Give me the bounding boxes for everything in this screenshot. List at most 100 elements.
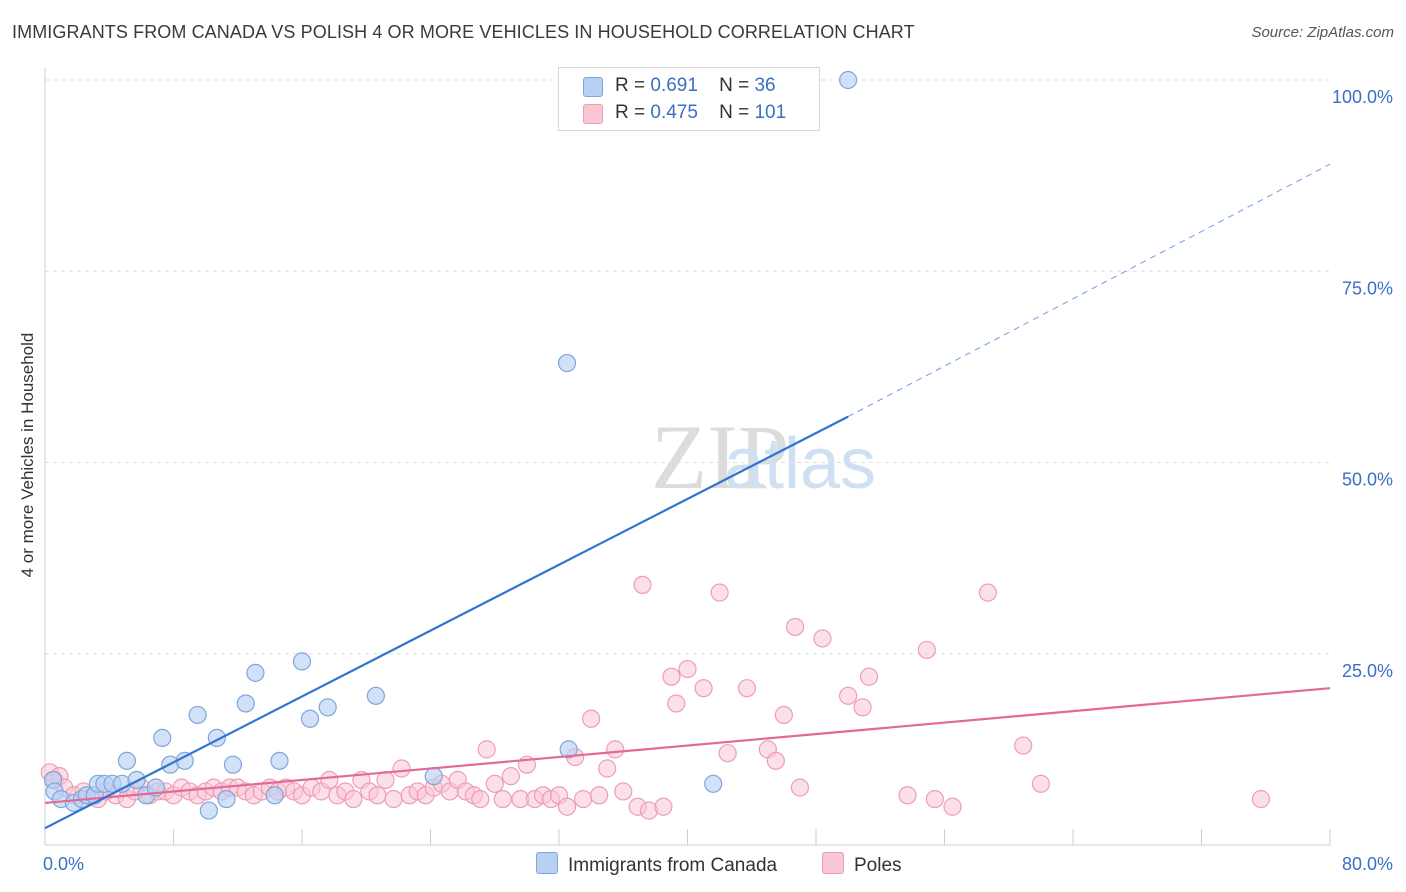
data-point-poles (633, 575, 652, 595)
data-point-canada (292, 652, 312, 671)
data-point-poles (839, 686, 858, 705)
data-point-poles (786, 617, 805, 637)
data-point-canada (265, 786, 284, 805)
chart-title: IMMIGRANTS FROM CANADA VS POLISH 4 OR MO… (12, 22, 915, 42)
bottom-legend-swatch-canada (536, 852, 558, 874)
legend-r-label: R = (615, 102, 646, 123)
data-point-poles (471, 789, 490, 809)
data-point-poles (710, 583, 729, 602)
data-point-poles (392, 759, 411, 778)
data-point-poles (766, 751, 785, 770)
bottom-legend-poles: Poles (822, 852, 902, 877)
data-point-poles (978, 583, 997, 602)
data-point-canada (246, 663, 265, 682)
data-point-poles (774, 705, 793, 725)
data-point-canada (557, 353, 577, 373)
x-tick-label: 80.0% (1342, 854, 1393, 874)
data-point-canada (223, 755, 243, 774)
y-tick-label: 75.0% (1342, 278, 1393, 298)
data-point-canada (704, 774, 723, 793)
data-point-poles (853, 698, 872, 717)
data-point-canada (127, 770, 146, 790)
legend-swatch-poles (583, 104, 603, 124)
data-point-poles (917, 640, 936, 660)
axes (44, 68, 1331, 846)
data-point-poles (737, 679, 757, 698)
grid-lines (45, 79, 1330, 655)
data-point-canada (424, 767, 443, 786)
legend-r-value-poles: 0.475 (650, 102, 698, 123)
trend-lines (44, 163, 1331, 830)
data-point-canada (188, 705, 207, 725)
data-point-poles (654, 797, 673, 816)
data-point-poles (557, 797, 577, 816)
data-point-canada (270, 751, 289, 770)
data-point-poles (662, 667, 681, 686)
data-point-poles (493, 789, 512, 809)
bottom-legend-label-canada: Immigrants from Canada (568, 855, 778, 876)
data-point-canada (559, 740, 578, 759)
data-point-canada (175, 751, 194, 770)
data-point-canada (839, 70, 858, 90)
data-point-poles (368, 786, 387, 805)
data-point-canada (366, 686, 385, 705)
data-point-poles (1014, 736, 1033, 755)
legend-n-label: N = (719, 75, 750, 96)
canada-points (43, 70, 858, 820)
bottom-legend-label-poles: Poles (854, 855, 902, 876)
data-point-poles (667, 694, 686, 713)
data-point-poles (898, 786, 917, 805)
legend-r-value-canada: 0.691 (650, 75, 698, 96)
source-label: Source: ZipAtlas.com (1251, 24, 1394, 41)
data-point-poles (477, 740, 496, 759)
data-point-canada (217, 789, 236, 809)
data-point-poles (790, 778, 810, 797)
y-tick-label: 50.0% (1342, 470, 1393, 490)
watermark-zip: ZIP (651, 406, 789, 508)
legend-r-label: R = (615, 75, 646, 96)
data-point-poles (925, 789, 944, 809)
data-point-poles (694, 679, 713, 698)
data-point-poles (813, 629, 832, 648)
data-point-poles (485, 774, 504, 793)
data-point-poles (573, 789, 593, 809)
trend-line-poles (44, 687, 1331, 805)
trend-line-canada (44, 415, 849, 830)
trend-line-canada-extension (847, 163, 1331, 418)
y-tick-label: 100.0% (1332, 87, 1393, 107)
data-point-canada (117, 751, 137, 770)
x-tick-label: 0.0% (43, 854, 84, 874)
data-point-poles (859, 667, 879, 686)
poles-points (40, 575, 1271, 820)
data-point-poles (590, 786, 609, 805)
data-point-poles (344, 789, 363, 809)
data-point-poles (1251, 789, 1271, 809)
bottom-legend-swatch-poles (822, 852, 844, 874)
y-tick-label: 25.0% (1342, 661, 1393, 681)
data-point-poles (582, 709, 601, 728)
data-point-canada (199, 801, 218, 820)
bottom-legend-canada: Immigrants from Canada (536, 852, 777, 877)
legend-n-value-canada: 36 (754, 75, 776, 96)
data-point-canada (153, 728, 172, 748)
data-point-poles (384, 789, 403, 809)
data-point-poles (606, 740, 625, 759)
data-point-canada (300, 709, 320, 728)
data-point-poles (501, 767, 520, 786)
data-point-poles (718, 744, 737, 763)
correlation-legend: R = 0.691 N = 36 R = 0.475 N = 101 (558, 67, 820, 131)
legend-swatch-canada (583, 77, 603, 97)
data-point-poles (598, 759, 617, 778)
data-point-canada (236, 694, 255, 713)
watermark-atlas: atlas (724, 424, 876, 504)
data-point-poles (943, 797, 962, 816)
legend-n-value-poles: 101 (754, 102, 787, 123)
data-point-poles (678, 659, 697, 679)
legend-n-label: N = (719, 102, 750, 123)
tick-labels: 25.0% 50.0% 75.0% 100.0% 0.0% 80.0% (43, 87, 1393, 874)
data-point-poles (320, 770, 339, 790)
data-point-poles (614, 782, 633, 801)
data-point-canada (318, 698, 337, 717)
data-point-poles (1031, 774, 1050, 793)
